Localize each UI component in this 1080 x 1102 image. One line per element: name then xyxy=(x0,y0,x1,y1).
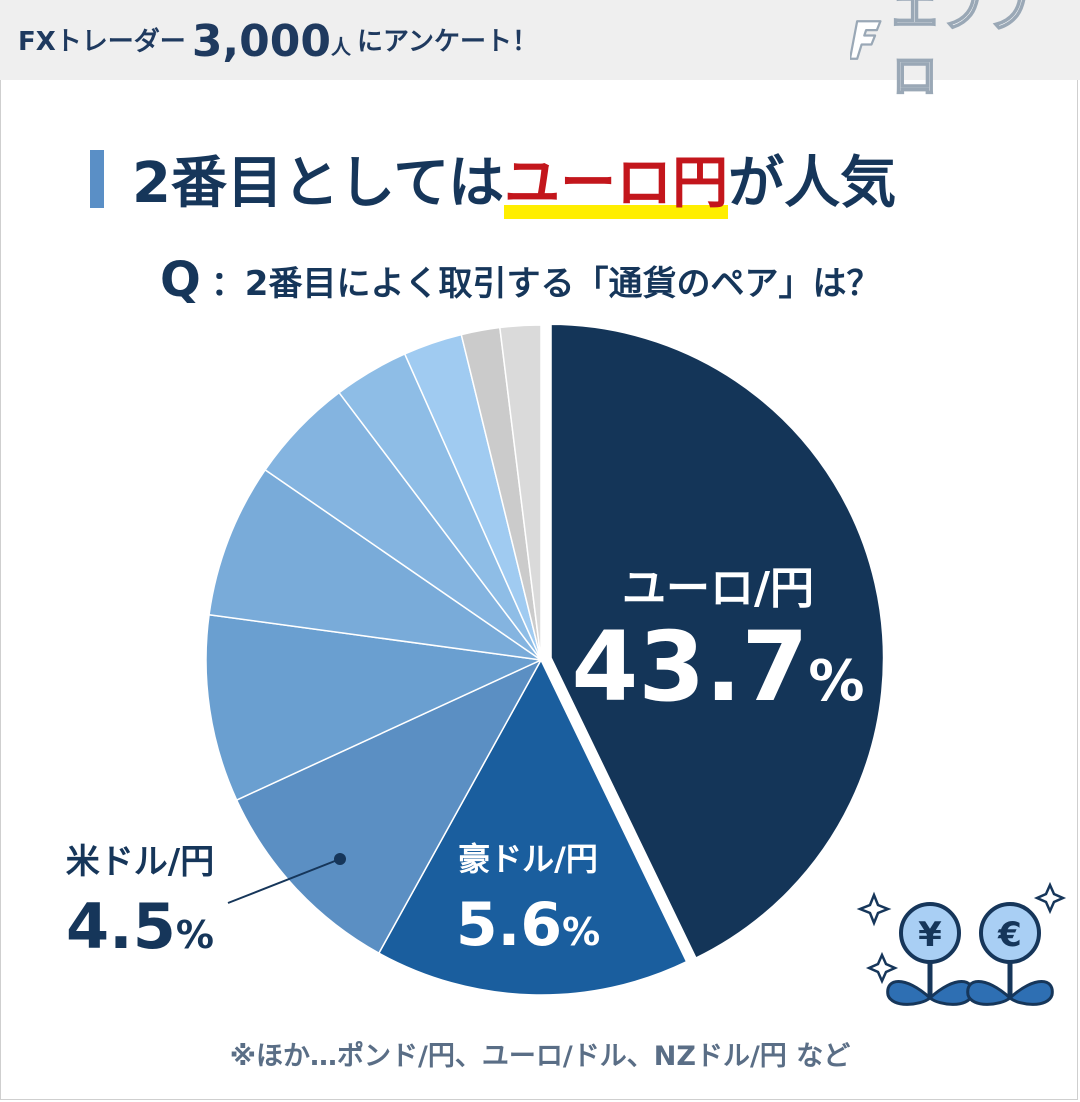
slice-value-audjpy-group: 5.6% xyxy=(456,890,600,960)
pie-slice-9 xyxy=(499,324,542,661)
header-bar: FXトレーダー 3,000 人 にアンケート！ エフプロ xyxy=(0,0,1080,104)
pie-slice-3 xyxy=(205,613,542,801)
sparkle-icon xyxy=(856,881,1067,985)
survey-suffix: にアンケート！ xyxy=(357,27,538,57)
pie-slice-2 xyxy=(235,659,542,954)
survey-caption: FXトレーダー 3,000 人 にアンケート！ xyxy=(18,14,538,70)
question-line: Q ：2番目によく取引する「通貨のペア」は？ xyxy=(160,252,880,308)
euro-coin-icon xyxy=(979,902,1041,964)
callout-leader-line xyxy=(227,858,341,904)
slice-unit-audjpy: % xyxy=(562,910,600,954)
pie-slice-1 xyxy=(378,659,688,996)
question-text: ：2番目によく取引する「通貨のペア」は？ xyxy=(210,263,881,304)
pie-slices xyxy=(205,320,887,996)
title-highlight: ユーロ円 xyxy=(504,138,729,219)
callout-value-group: 4.5% xyxy=(66,890,214,963)
svg-text:€: € xyxy=(997,915,1022,955)
pie-slice-0 xyxy=(547,320,887,962)
callout-value: 4.5 xyxy=(66,890,176,963)
title-before: 2番目としては xyxy=(132,151,505,216)
logo-text: エフプロ xyxy=(891,0,1033,104)
svg-text:¥: ¥ xyxy=(918,915,942,955)
question-marker: Q xyxy=(160,252,201,308)
slice-value-audjpy: 5.6 xyxy=(456,890,562,960)
brand-logo: エフプロ xyxy=(850,0,1060,104)
yen-coin-icon xyxy=(899,902,961,964)
slice-value-eurjpy: 43.7 xyxy=(572,611,809,723)
title-accent-bar xyxy=(90,150,104,208)
footnote: ※ほか…ポンド/円、ユーロ/ドル、NZドル/円 など xyxy=(229,1041,851,1072)
slice-label-eurjpy: ユーロ/円 xyxy=(622,563,814,614)
pie-slice-4 xyxy=(208,469,542,661)
slice-unit-eurjpy: % xyxy=(808,649,864,714)
slice-label-audjpy: 豪ドル/円 xyxy=(458,840,598,878)
logo-mark-icon xyxy=(850,20,882,60)
callout-dot xyxy=(334,853,346,865)
survey-count: 3,000 xyxy=(191,16,331,67)
callout-unit: % xyxy=(176,913,214,957)
survey-prefix: FXトレーダー xyxy=(18,27,186,57)
callout-label: 米ドル/円 xyxy=(66,842,214,882)
slice-value-eurjpy-group: 43.7% xyxy=(572,611,865,723)
page-title: 2番目としてはユーロ円が人気 xyxy=(132,138,896,219)
title-after: が人気 xyxy=(728,151,897,216)
money-flower-illustration: ¥ € xyxy=(856,881,1067,1006)
survey-unit: 人 xyxy=(331,35,351,59)
